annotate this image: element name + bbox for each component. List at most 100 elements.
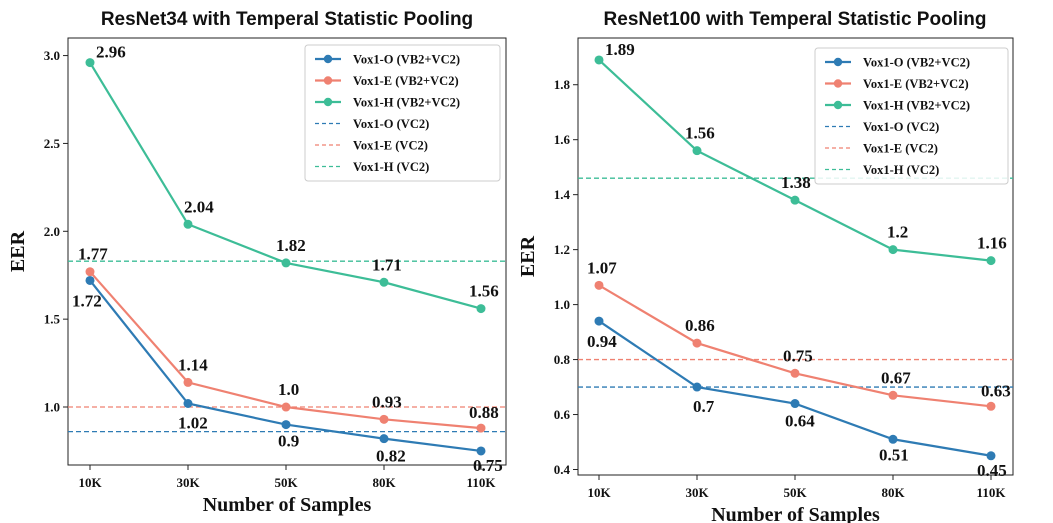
x-tick-label: 80K <box>372 475 396 490</box>
data-label-vox1-h-vb2-vc2: 2.96 <box>96 43 126 62</box>
y-tick-label: 2.0 <box>44 224 60 239</box>
x-tick-label: 30K <box>685 485 709 500</box>
data-label-vox1-e-vb2-vc2: 1.0 <box>278 380 299 399</box>
data-label-vox1-o-vb2-vc2: 0.45 <box>977 461 1007 480</box>
y-tick-label: 0.6 <box>554 407 571 422</box>
data-label-vox1-h-vb2-vc2: 1.16 <box>977 234 1007 253</box>
y-tick-label: 2.5 <box>44 136 61 151</box>
data-label-vox1-e-vb2-vc2: 1.77 <box>78 245 108 264</box>
y-tick-label: 0.8 <box>554 352 571 367</box>
legend-marker <box>833 57 843 67</box>
x-tick-label: 10K <box>587 485 611 500</box>
data-point-vox1-h-vb2-vc2 <box>986 256 996 266</box>
data-point-vox1-e-vb2-vc2 <box>594 280 604 290</box>
x-axis-label: Number of Samples <box>203 494 372 516</box>
y-tick-label: 1.5 <box>44 312 61 327</box>
data-label-vox1-e-vb2-vc2: 0.75 <box>783 346 813 365</box>
chart-title: ResNet100 with Temperal Statistic Poolin… <box>604 9 987 30</box>
legend-label: Vox1-E (VB2+VC2) <box>353 74 459 88</box>
data-point-vox1-e-vb2-vc2 <box>281 402 291 412</box>
x-tick-label: 10K <box>78 475 102 490</box>
data-point-vox1-o-vb2-vc2 <box>888 434 898 444</box>
y-tick-label: 0.4 <box>554 462 571 477</box>
data-point-vox1-h-vb2-vc2 <box>281 258 291 268</box>
data-label-vox1-h-vb2-vc2: 1.71 <box>372 255 402 274</box>
legend-label: Vox1-O (VB2+VC2) <box>863 56 970 70</box>
legend-frame <box>814 47 1009 185</box>
data-label-vox1-o-vb2-vc2: 0.75 <box>473 456 503 475</box>
series-line-vox1-o-vb2-vc2 <box>598 320 992 457</box>
data-point-vox1-e-vb2-vc2 <box>692 338 702 348</box>
legend-label: Vox1-H (VC2) <box>863 163 939 177</box>
data-point-vox1-o-vb2-vc2 <box>281 420 291 430</box>
chart-title: ResNet34 with Temperal Statistic Pooling <box>101 9 473 30</box>
data-point-vox1-e-vb2-vc2 <box>888 390 898 400</box>
data-point-vox1-o-vb2-vc2 <box>379 434 389 444</box>
y-axis-label: EER <box>7 230 29 272</box>
data-label-vox1-o-vb2-vc2: 0.94 <box>587 332 617 351</box>
data-label-vox1-o-vb2-vc2: 0.82 <box>376 447 406 466</box>
data-label-vox1-o-vb2-vc2: 1.02 <box>178 413 208 432</box>
legend-label: Vox1-E (VC2) <box>353 139 428 153</box>
legend-marker <box>323 97 333 107</box>
data-point-vox1-o-vb2-vc2 <box>183 398 193 408</box>
data-label-vox1-e-vb2-vc2: 0.93 <box>372 392 402 411</box>
data-point-vox1-o-vb2-vc2 <box>476 446 486 456</box>
data-point-vox1-h-vb2-vc2 <box>594 55 604 65</box>
y-tick-label: 1.6 <box>554 132 571 147</box>
data-label-vox1-e-vb2-vc2: 1.14 <box>178 355 208 374</box>
data-point-vox1-h-vb2-vc2 <box>790 195 800 205</box>
data-label-vox1-e-vb2-vc2: 0.88 <box>469 403 499 422</box>
data-label-vox1-h-vb2-vc2: 1.89 <box>605 40 635 59</box>
data-point-vox1-h-vb2-vc2 <box>476 304 486 314</box>
y-tick-label: 1.4 <box>554 187 571 202</box>
data-label-vox1-h-vb2-vc2: 1.38 <box>781 173 811 192</box>
data-point-vox1-e-vb2-vc2 <box>379 414 389 424</box>
data-label-vox1-h-vb2-vc2: 1.82 <box>276 236 306 255</box>
data-point-vox1-e-vb2-vc2 <box>85 267 95 277</box>
data-label-vox1-h-vb2-vc2: 1.56 <box>469 282 499 301</box>
y-tick-label: 1.0 <box>554 297 570 312</box>
legend-marker <box>323 76 333 85</box>
data-label-vox1-o-vb2-vc2: 0.64 <box>785 412 815 431</box>
data-point-vox1-o-vb2-vc2 <box>692 382 702 392</box>
data-label-vox1-o-vb2-vc2: 0.9 <box>278 432 299 451</box>
legend-label: Vox1-O (VB2+VC2) <box>353 53 460 67</box>
legend-label: Vox1-O (VC2) <box>353 117 429 131</box>
y-tick-label: 1.0 <box>44 400 60 415</box>
legend-label: Vox1-E (VB2+VC2) <box>863 77 969 91</box>
x-axis-label: Number of Samples <box>711 504 880 523</box>
y-axis-label: EER <box>517 235 539 277</box>
plot-frame <box>67 37 507 466</box>
data-label-vox1-h-vb2-vc2: 2.04 <box>184 197 214 216</box>
data-label-vox1-e-vb2-vc2: 0.63 <box>981 381 1011 400</box>
legend-marker <box>323 54 333 64</box>
legend-label: Vox1-E (VC2) <box>863 142 938 156</box>
x-tick-label: 50K <box>783 485 807 500</box>
legend-label: Vox1-H (VB2+VC2) <box>353 96 460 110</box>
y-tick-label: 1.8 <box>554 77 571 92</box>
data-point-vox1-e-vb2-vc2 <box>790 368 800 378</box>
x-tick-label: 80K <box>881 485 905 500</box>
y-tick-label: 3.0 <box>44 48 60 63</box>
data-point-vox1-o-vb2-vc2 <box>790 399 800 409</box>
x-tick-label: 30K <box>176 475 200 490</box>
legend-label: Vox1-H (VC2) <box>353 160 429 174</box>
data-label-vox1-e-vb2-vc2: 0.67 <box>881 368 911 387</box>
data-point-vox1-h-vb2-vc2 <box>183 219 193 229</box>
data-point-vox1-h-vb2-vc2 <box>692 146 702 156</box>
legend-marker <box>833 100 843 110</box>
legend: Vox1-O (VB2+VC2) Vox1-E (VB2+VC2) Vox1-H (… <box>814 47 1009 185</box>
legend: Vox1-O (VB2+VC2) Vox1-E (VB2+VC2) Vox1-H (… <box>304 44 501 182</box>
legend-frame <box>304 44 501 182</box>
legend-marker <box>833 79 843 88</box>
data-label-vox1-e-vb2-vc2: 0.86 <box>685 316 715 335</box>
x-tick-label: 110K <box>467 475 497 490</box>
chart-left: ResNet34 with Temperal Statistic Pooling… <box>7 9 507 516</box>
data-point-vox1-o-vb2-vc2 <box>85 275 95 285</box>
legend-label: Vox1-H (VB2+VC2) <box>863 99 970 113</box>
data-point-vox1-e-vb2-vc2 <box>183 377 193 387</box>
legend-label: Vox1-O (VC2) <box>863 120 939 134</box>
data-label-vox1-o-vb2-vc2: 0.7 <box>693 397 715 416</box>
